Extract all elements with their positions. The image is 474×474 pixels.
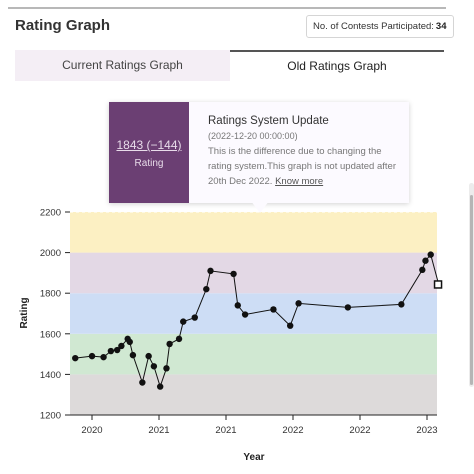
rating-band (70, 252, 437, 294)
rating-chart: 2020 2021 2021 2022 2022 2023 1200 1400 1600 1800… (19, 208, 443, 463)
x-tick-label: 2022 (282, 425, 303, 436)
y-axis-label: Rating (19, 297, 30, 328)
rating-point (287, 322, 294, 329)
x-tick-label: 2021 (215, 425, 236, 436)
rating-point (234, 302, 241, 309)
rating-point (100, 353, 107, 361)
rating-point (107, 347, 115, 355)
rating-point (344, 304, 352, 311)
x-tick-label: 2020 (81, 425, 102, 436)
y-tick-label: 1600 (40, 329, 61, 340)
tab-old-ratings-graph[interactable]: Old Ratings Graph (230, 50, 444, 81)
contests-count-value: 34 (435, 21, 447, 32)
tab-current-ratings-graph[interactable]: Current Ratings Graph (15, 50, 230, 81)
chart-series (72, 251, 443, 390)
rating-point (150, 363, 158, 370)
tooltip-content: Ratings System Update (2022-12-20 00:00:… (208, 115, 404, 189)
rating-point (422, 257, 429, 264)
rating-point (163, 365, 170, 372)
rating-point (398, 301, 405, 308)
tooltip-description-text: This is the difference due to changing t… (208, 146, 396, 187)
y-tick-label: 2200 (40, 208, 61, 219)
tooltip-title: Ratings System Update (208, 115, 329, 127)
x-tick-label: 2023 (416, 425, 437, 436)
rating-point (295, 300, 302, 307)
y-tick-label: 1400 (40, 370, 61, 381)
rating-point (156, 383, 164, 390)
know-more-link[interactable]: Know more (275, 176, 324, 187)
y-tick-label: 2000 (40, 248, 61, 259)
tooltip-rating-badge: 1843 (−144) Rating (109, 102, 189, 203)
contests-count-badge: No. of Contests Participated: 34 (306, 15, 454, 38)
x-axis-label: Year (243, 452, 264, 463)
rating-point (113, 346, 121, 354)
rating-bands (70, 211, 437, 415)
rating-point (419, 266, 426, 274)
rating-point (191, 314, 198, 321)
page-title: Rating Graph (15, 17, 111, 34)
tooltip-description: This is the difference due to changing t… (208, 144, 404, 189)
rating-point (203, 285, 210, 293)
rating-point (118, 342, 125, 350)
rating-point (72, 354, 79, 362)
rating-point (427, 251, 434, 258)
tooltip-rating-value[interactable]: 1843 (−144) (116, 138, 182, 152)
rating-point (166, 340, 173, 348)
contests-count-label: No. of Contests Participated: (313, 21, 434, 32)
x-tick-label: 2021 (148, 425, 169, 436)
rating-point (270, 306, 277, 313)
rating-point (126, 338, 133, 346)
x-tick-label: 2022 (349, 425, 370, 436)
scrollbar-thumb[interactable] (470, 195, 473, 385)
rating-point (241, 311, 249, 318)
rating-point (129, 351, 137, 359)
y-tick-label: 1800 (40, 289, 61, 300)
chart-ticks: 2020 2021 2021 2022 2022 2023 1200 1400 1600 1800… (40, 208, 438, 437)
rating-point (230, 270, 237, 278)
rating-band (70, 374, 437, 415)
y-tick-label: 1200 (40, 411, 61, 422)
tooltip-date: (2022-12-20 00:00:00) (208, 131, 298, 141)
rating-tooltip: 1843 (−144) Rating Ratings System Update… (109, 102, 409, 203)
header-divider (8, 7, 446, 9)
rating-point (145, 352, 152, 360)
rating-point (180, 318, 187, 325)
current-rating-marker (433, 280, 443, 289)
rating-band (70, 212, 437, 253)
rating-point (139, 379, 146, 386)
tooltip-rating-label: Rating (134, 158, 164, 169)
tooltip-arrow (251, 201, 269, 213)
rating-point (175, 335, 183, 343)
graph-tabs: Current Ratings Graph Old Ratings Graph (15, 50, 444, 81)
rating-point (88, 352, 96, 360)
rating-point (207, 267, 214, 275)
